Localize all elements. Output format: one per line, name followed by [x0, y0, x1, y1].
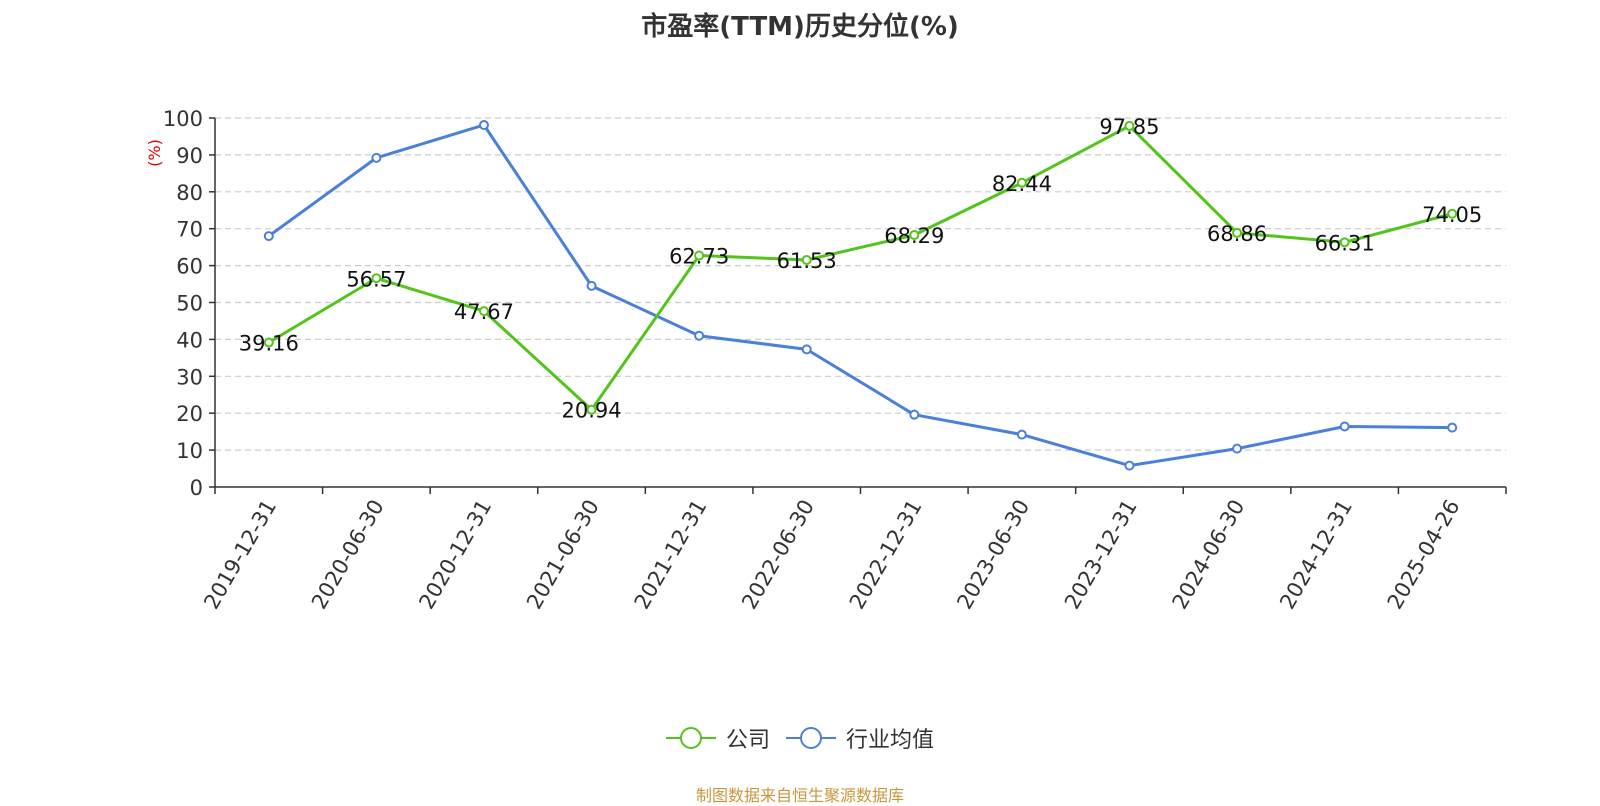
data-point: [1016, 429, 1027, 440]
data-point: [371, 152, 382, 163]
data-point: [478, 306, 489, 317]
legend-label-company: 公司: [725, 728, 770, 753]
data-label: 47.67: [454, 300, 514, 324]
legend-item-industry[interactable]: 行业均值: [786, 722, 934, 754]
data-label: 39.16: [239, 331, 299, 355]
data-point: [1339, 421, 1350, 432]
legend: 公司 行业均值: [0, 722, 1600, 754]
data-point: [694, 330, 705, 341]
data-point: [263, 337, 274, 348]
data-point: [586, 404, 597, 415]
x-tick-label: 2019-12-31: [199, 496, 281, 614]
x-tick-label: 2022-06-30: [737, 496, 819, 614]
data-point: [1447, 422, 1458, 433]
data-point: [263, 231, 274, 242]
data-label: 68.29: [884, 224, 944, 248]
data-point: [478, 120, 489, 131]
x-tick-label: 2020-06-30: [307, 496, 389, 614]
grid-lines: [215, 117, 1506, 451]
y-tick-label: 80: [176, 181, 203, 205]
data-point: [1232, 443, 1243, 454]
legend-swatch-company-icon: [665, 727, 716, 749]
data-point: [1232, 227, 1243, 238]
data-point: [801, 254, 812, 265]
data-label: 74.05: [1422, 203, 1482, 227]
data-point: [586, 280, 597, 291]
data-label: 68.86: [1207, 222, 1267, 246]
data-label: 61.53: [777, 249, 837, 273]
x-tick-label: 2023-06-30: [952, 496, 1034, 614]
data-point: [801, 344, 812, 355]
data-point: [909, 230, 920, 241]
y-tick-label: 40: [176, 328, 203, 352]
y-tick-label: 30: [176, 365, 203, 389]
y-tick-label: 20: [176, 402, 203, 426]
data-label: 66.31: [1315, 231, 1375, 255]
y-tick-label: 50: [176, 292, 203, 316]
legend-label-industry: 行业均值: [846, 728, 935, 753]
series-layer: [263, 120, 1458, 471]
y-tick-label: 60: [176, 255, 203, 279]
series-line-0: [268, 124, 1453, 412]
data-label: 62.73: [669, 245, 729, 269]
x-tick-label: 2023-12-31: [1060, 496, 1142, 614]
data-point: [1124, 120, 1135, 131]
chart-title: 市盈率(TTM)历史分位(%): [641, 12, 959, 42]
x-tick-label: 2020-12-31: [414, 496, 496, 614]
x-tick-label: 2022-12-31: [845, 496, 927, 614]
data-point: [694, 250, 705, 261]
data-label: 82.44: [992, 172, 1052, 196]
data-label: 20.94: [561, 399, 621, 423]
data-point: [1339, 237, 1350, 248]
y-axis-label: (%): [145, 139, 164, 167]
data-point: [1447, 208, 1458, 219]
y-tick-label: 0: [190, 476, 203, 500]
series-line-1: [267, 123, 1453, 468]
x-tick-label: 2021-06-30: [522, 496, 604, 614]
x-tick-label: 2024-06-30: [1168, 496, 1250, 614]
data-point: [1016, 177, 1027, 188]
data-point: [1124, 460, 1135, 471]
y-tick-label: 90: [176, 144, 203, 168]
x-tick-label: 2024-12-31: [1275, 496, 1357, 614]
legend-item-company[interactable]: 公司: [665, 722, 770, 754]
y-tick-label: 70: [176, 218, 203, 242]
data-label: 56.57: [346, 267, 406, 291]
x-tick-label: 2021-12-31: [630, 496, 712, 614]
data-source-note: 制图数据来自恒生聚源数据库: [695, 786, 904, 805]
y-tick-label: 100: [163, 107, 203, 131]
data-label: 97.85: [1099, 115, 1159, 139]
data-point: [371, 273, 382, 284]
y-tick-label: 10: [176, 439, 203, 463]
data-labels: 39.16 56.57 47.67 20.94 62.73 61.53 68.29 82.44…: [239, 115, 1483, 423]
legend-swatch-industry-icon: [786, 727, 836, 749]
x-tick-label: 2025-04-26: [1383, 496, 1465, 614]
data-point: [909, 409, 920, 420]
